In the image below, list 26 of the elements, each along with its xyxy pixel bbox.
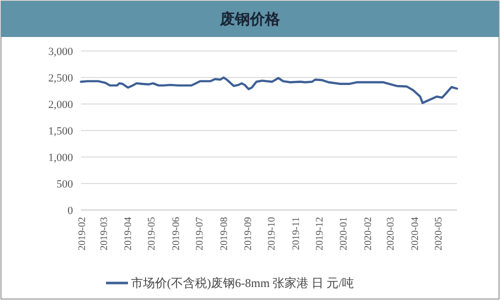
x-tick-label: 2019-10 <box>266 217 278 250</box>
chart-title: 废钢价格 <box>219 10 281 28</box>
y-tick-label: 0 <box>68 205 74 217</box>
x-tick-label: 2019-09 <box>243 217 254 250</box>
x-tick-label: 2019-05 <box>146 217 158 250</box>
y-tick-label: 2,000 <box>48 99 74 111</box>
x-tick-label: 2020-02 <box>362 217 374 250</box>
y-tick-label: 1,500 <box>48 126 74 138</box>
x-tick-label: 2019-11 <box>290 217 302 250</box>
y-tick-label: 3,000 <box>48 46 74 58</box>
x-tick-label: 2019-06 <box>171 217 182 250</box>
x-tick-label: 2019-12 <box>314 217 326 250</box>
x-tick-label: 2019-04 <box>123 217 134 250</box>
y-tick-label: 1,000 <box>48 152 74 164</box>
legend: 市场价(不含税)废钢6-8mm 张家港 日 元/吨 <box>106 276 354 290</box>
x-tick-label: 2020-04 <box>410 217 421 250</box>
x-tick-label: 2019-07 <box>194 217 206 250</box>
x-tick-label: 2020-01 <box>338 217 350 250</box>
x-tick-label: 2019-02 <box>77 217 88 250</box>
line-series <box>80 76 458 104</box>
y-tick-label: 2,500 <box>48 72 74 84</box>
x-tick-label: 2019-08 <box>218 217 230 250</box>
x-tick-label: 2020-03 <box>386 217 397 250</box>
x-tick-label: 2019-03 <box>98 217 110 250</box>
y-tick-label: 500 <box>56 178 74 190</box>
x-tick-label: 2020-05 <box>433 217 444 250</box>
